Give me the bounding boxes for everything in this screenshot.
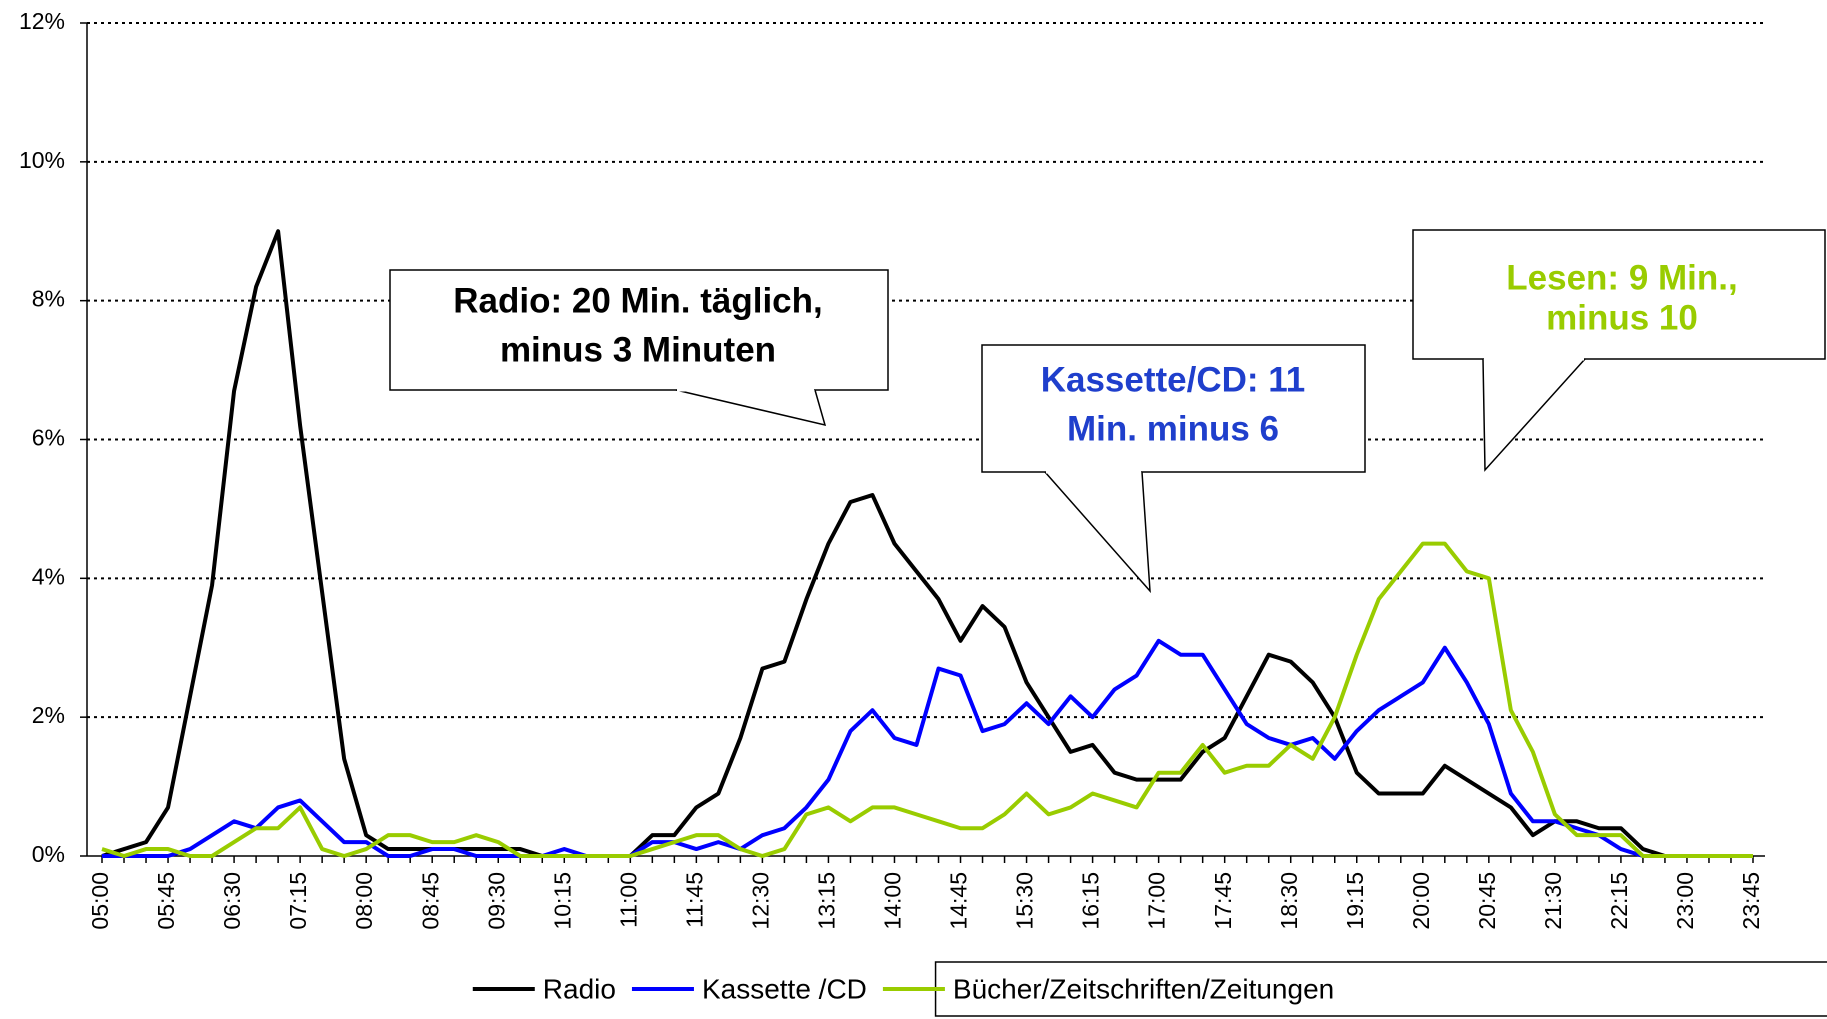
x-tick-label: 09:30 [483,872,509,930]
y-tick-label: 4% [32,563,65,589]
x-tick-label: 08:45 [417,872,443,930]
callout-box [981,344,1366,473]
y-tick-label: 8% [32,286,65,312]
callout-pointer [675,389,827,427]
x-tick-label: 16:15 [1078,872,1104,930]
y-tick-label: 2% [32,702,65,728]
legend-box [934,961,1827,1017]
legend: Radio Kassette /CD Bücher/Zeitschriften/Ze… [472,961,1827,1017]
x-tick-label: 06:30 [219,872,245,930]
x-tick-label: 23:45 [1738,872,1764,930]
callout-text: Min. minus 6 [1067,409,1279,448]
x-tick-label: 18:30 [1276,872,1302,930]
x-tick-label: 07:15 [285,872,311,930]
x-tick-label: 22:15 [1606,872,1632,930]
callout-pointer [1482,358,1586,472]
x-tick-label: 17:45 [1210,872,1236,930]
callout-pointer [1044,471,1151,594]
x-tick-label: 19:15 [1342,872,1368,930]
x-tick-label: 08:00 [351,872,377,930]
x-tick-label: 12:30 [747,872,773,930]
callout-box [1412,229,1826,360]
legend-label: Kassette /CD [702,973,867,1004]
y-tick-label: 12% [19,8,65,34]
x-tick-label: 17:00 [1144,872,1170,930]
callout-box [389,269,889,391]
legend-label: Bücher/Zeitschriften/Zeitungen [953,973,1334,1004]
x-tick-label: 13:15 [814,872,840,930]
x-tick-label: 05:00 [87,872,113,930]
callout-text: Radio: 20 Min. täglich, [453,281,822,320]
x-tick-label: 11:45 [681,872,707,928]
x-tick-label: 11:00 [615,872,641,928]
x-tick-label: 20:45 [1474,872,1500,930]
data-line [101,541,1753,858]
y-tick-label: 0% [32,841,65,867]
callout-text: minus 10 [1546,298,1698,337]
x-tick-label: 21:30 [1540,872,1566,930]
x-tick-label: 10:15 [549,872,575,930]
callout-text: Lesen: 9 Min., [1506,258,1737,297]
x-tick-label: 23:00 [1672,872,1698,930]
x-tick-label: 14:00 [880,872,906,930]
y-tick-label: 10% [19,147,65,173]
x-tick-label: 05:45 [153,872,179,930]
x-tick-label: 20:00 [1408,872,1434,930]
legend-label: Radio [543,973,616,1004]
data-line [102,638,1753,858]
callout-text: minus 3 Minuten [500,330,776,369]
y-tick-label: 6% [32,425,65,451]
x-tick-label: 15:30 [1012,872,1038,930]
x-tick-label: 14:45 [946,872,972,930]
callout-text: Kassette/CD: 11 [1041,360,1306,399]
